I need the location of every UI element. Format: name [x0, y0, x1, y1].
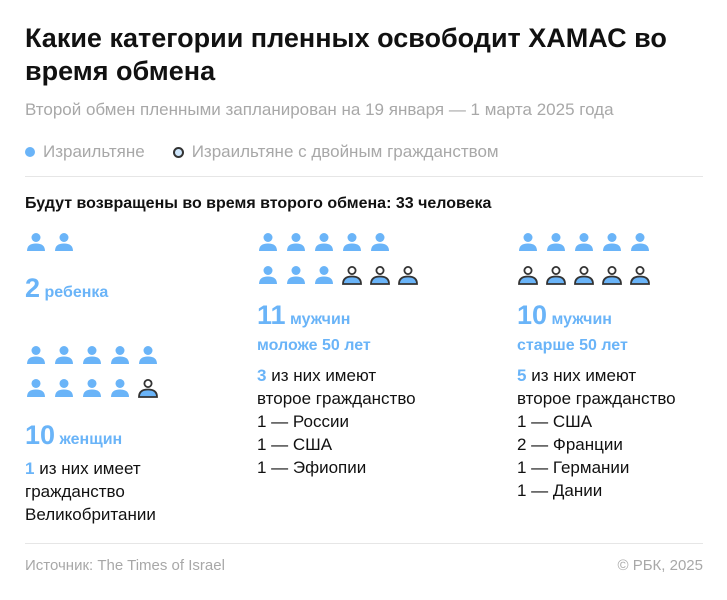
person-icon — [81, 345, 109, 370]
person-icon — [25, 345, 53, 370]
person-icon — [573, 232, 601, 257]
dual-citizen-person-icon — [601, 265, 629, 290]
person-icon — [109, 345, 137, 370]
note-line: 2 — Франции — [517, 435, 623, 454]
israeli-dot-icon — [25, 147, 35, 157]
legend: Израильтяне Израильтяне с двойным гражда… — [25, 142, 499, 162]
note-first-line: 1 из них имеет — [25, 457, 156, 480]
women-note: 1 из них имеет гражданство Великобритании — [25, 457, 156, 526]
legend-dual: Израильтяне с двойным гражданством — [191, 142, 499, 161]
person-icon — [313, 232, 341, 257]
person-icon — [341, 232, 369, 257]
person-icon — [25, 232, 53, 257]
dual-citizen-person-icon — [397, 265, 425, 290]
icons-children — [25, 232, 165, 257]
person-icon — [53, 345, 81, 370]
person-icon — [109, 378, 137, 403]
person-icon — [257, 232, 285, 257]
dual-citizen-person-icon — [545, 265, 573, 290]
age: старше 50 лет — [517, 337, 628, 354]
note-line: второе гражданство — [257, 389, 416, 408]
note-line: 1 — Германии — [517, 458, 630, 477]
person-icon — [545, 232, 573, 257]
category: мужчин — [290, 311, 351, 328]
category: мужчин — [551, 311, 612, 328]
note-first-line: 3 из них имеют — [257, 364, 416, 387]
note-line: гражданство — [25, 482, 125, 501]
men-old-label: 10 мужчин старше 50 лет — [517, 302, 628, 359]
count: 11 — [257, 300, 286, 330]
person-icon — [285, 232, 313, 257]
note-text: из них имеют — [266, 366, 377, 385]
men-young-label: 11 мужчин моложе 50 лет — [257, 302, 371, 359]
footer-divider — [25, 543, 703, 544]
note-line: 1 — Дании — [517, 481, 603, 500]
dual-count: 1 — [25, 459, 35, 478]
age: моложе 50 лет — [257, 337, 371, 354]
person-icon — [53, 378, 81, 403]
count: 2 — [25, 273, 41, 303]
count: 10 — [25, 420, 56, 450]
note-line: Великобритании — [25, 505, 156, 524]
note-text: из них имеет — [34, 459, 141, 478]
women-label: 10 женщин — [25, 420, 122, 451]
note-line: 1 — Эфиопии — [257, 458, 367, 477]
person-icon — [53, 232, 81, 257]
icons-men-young — [257, 232, 425, 290]
person-icon — [137, 345, 165, 370]
lead-text: Будут возвращены во время второго обмена… — [25, 195, 492, 212]
copyright: © РБК, 2025 — [617, 557, 703, 574]
note-line: 1 — США — [257, 435, 333, 454]
person-icon — [25, 378, 53, 403]
category: ребенка — [44, 284, 109, 301]
note-line: второе гражданство — [517, 389, 676, 408]
dual-citizen-dot-icon — [172, 146, 184, 158]
men-young-note: 3 из них имеют второе гражданство 1 — Росс… — [257, 364, 416, 479]
person-icon — [285, 265, 313, 290]
dual-count: 3 — [257, 366, 267, 385]
note-text: из них имеют — [526, 366, 637, 385]
dual-citizen-person-icon — [137, 378, 165, 403]
dual-citizen-person-icon — [517, 265, 545, 290]
dual-citizen-person-icon — [369, 265, 397, 290]
icons-women — [25, 345, 165, 403]
dual-citizen-person-icon — [573, 265, 601, 290]
note-line: 1 — США — [517, 412, 593, 431]
dual-citizen-person-icon — [629, 265, 657, 290]
person-icon — [601, 232, 629, 257]
subtitle: Второй обмен пленными запланирован на 19… — [25, 100, 614, 119]
note-first-line: 5 из них имеют — [517, 364, 676, 387]
men-old-note: 5 из них имеют второе гражданство 1 — США 2… — [517, 364, 676, 502]
note-line: 1 — России — [257, 412, 349, 431]
person-icon — [257, 265, 285, 290]
divider — [25, 176, 703, 177]
person-icon — [313, 265, 341, 290]
person-icon — [629, 232, 657, 257]
legend-israeli: Израильтяне — [43, 142, 145, 161]
source: Источник: The Times of Israel — [25, 557, 225, 574]
dual-count: 5 — [517, 366, 527, 385]
person-icon — [81, 378, 109, 403]
icons-men-old — [517, 232, 657, 290]
person-icon — [517, 232, 545, 257]
person-icon — [369, 232, 397, 257]
dual-citizen-person-icon — [341, 265, 369, 290]
category: женщин — [59, 431, 123, 448]
page-title: Какие категории пленных освободит ХАМАС … — [25, 23, 667, 86]
count: 10 — [517, 300, 548, 330]
children-label: 2 ребенка — [25, 273, 108, 304]
